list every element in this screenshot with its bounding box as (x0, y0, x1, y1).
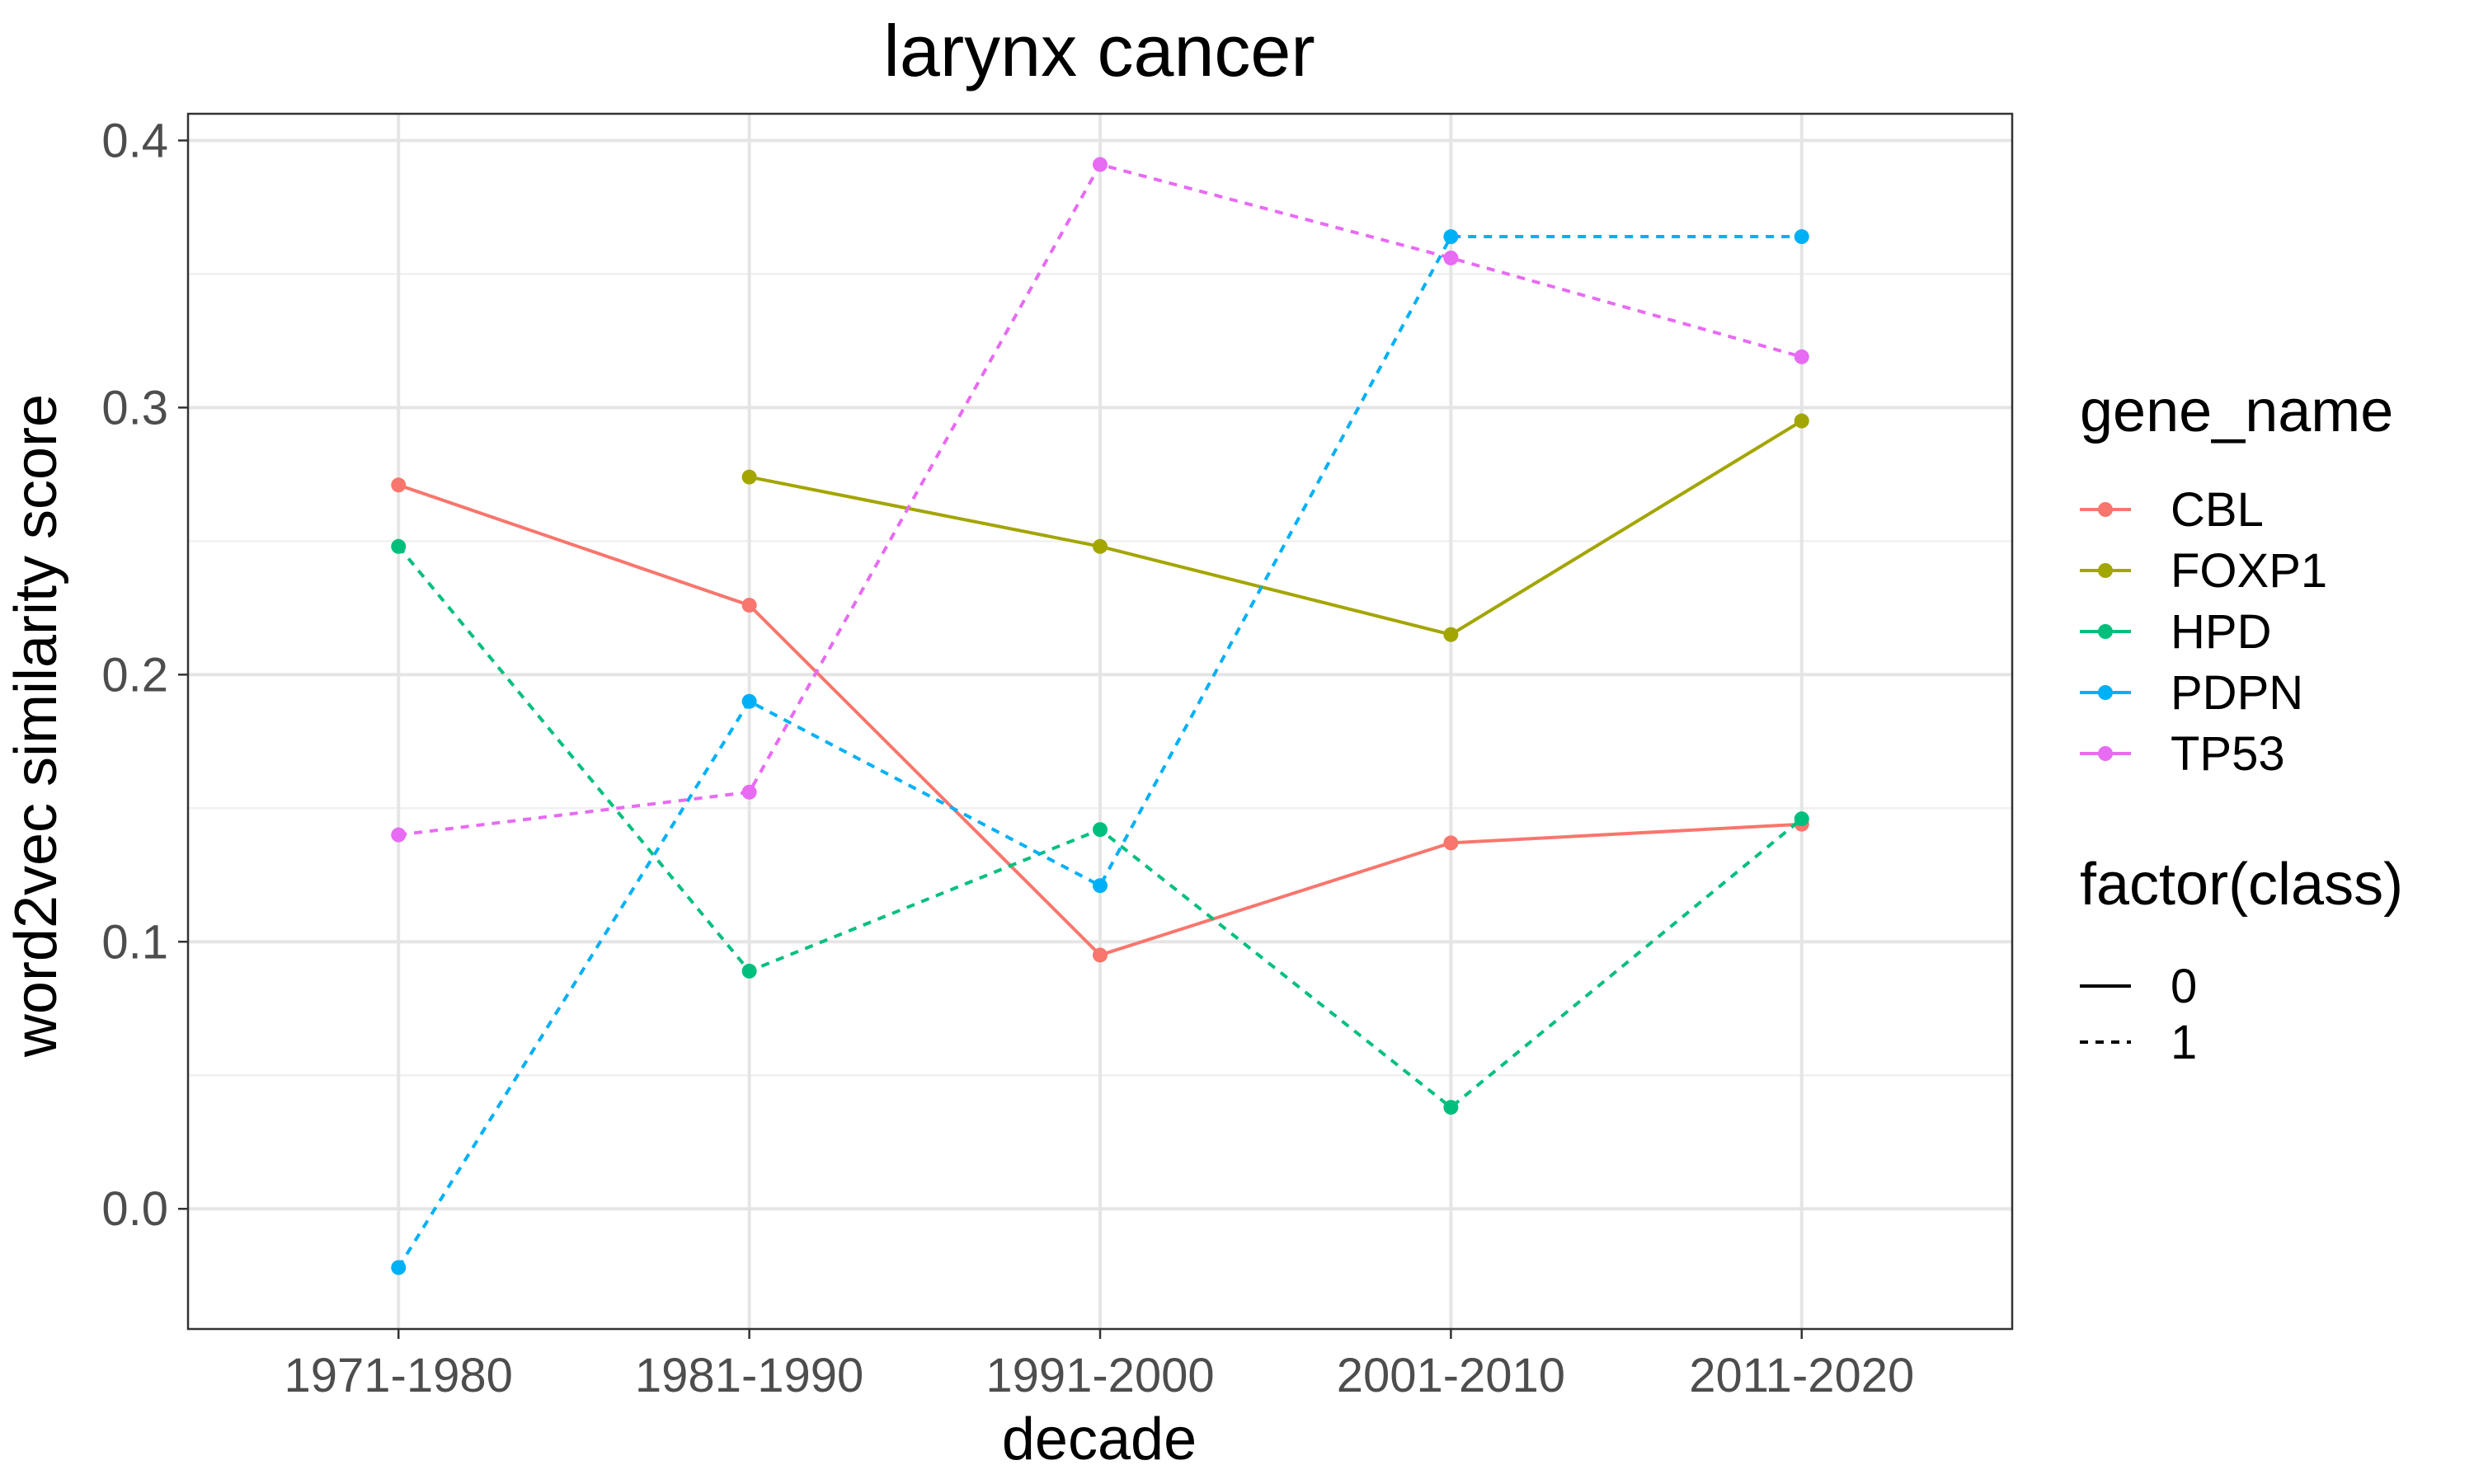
legend-item-tp53: TP53 (2080, 727, 2285, 781)
legend-item-hpd: HPD (2080, 605, 2271, 659)
y-tick-label: 0.4 (101, 114, 168, 167)
legend-label: HPD (2171, 605, 2271, 659)
legend-key-point (2098, 746, 2113, 761)
data-point-foxp1 (1794, 413, 1809, 429)
legend-key-point (2098, 563, 2113, 578)
legend-title-gene-name: gene_name (2080, 378, 2393, 444)
data-point-tp53 (1093, 157, 1108, 172)
data-point-cbl (1443, 835, 1459, 851)
legend-linetype-entries: 01 (2080, 960, 2197, 1069)
legend-label: FOXP1 (2171, 544, 2327, 598)
legend-label: 1 (2171, 1016, 2197, 1069)
data-point-pdpn (1093, 878, 1108, 894)
data-point-cbl (1093, 947, 1108, 963)
data-point-tp53 (741, 784, 757, 800)
x-tick-label: 1981-1990 (635, 1349, 863, 1402)
data-point-hpd (391, 538, 407, 554)
series-foxp1 (741, 413, 1809, 642)
legend-item-cbl: CBL (2080, 483, 2264, 537)
y-tick-label: 0.2 (101, 648, 168, 702)
legend-label: 0 (2171, 960, 2197, 1013)
x-axis-title: decade (1002, 1407, 1197, 1472)
data-point-foxp1 (741, 469, 757, 485)
data-point-tp53 (391, 827, 407, 843)
y-axis-title: word2vec similarity score (3, 394, 69, 1058)
data-point-pdpn (1443, 229, 1459, 245)
chart-title: larynx cancer (883, 10, 1315, 92)
x-tick-label: 1991-2000 (985, 1349, 1214, 1402)
grid (188, 114, 2012, 1329)
series-tp53 (391, 157, 1809, 843)
series-hpd (391, 538, 1809, 1115)
legend-item-pdpn: PDPN (2080, 666, 2303, 720)
legend-key-point (2098, 685, 2113, 700)
data-point-hpd (1443, 1100, 1459, 1115)
data-point-pdpn (391, 1260, 407, 1275)
x-tick-label: 2001-2010 (1337, 1349, 1565, 1402)
x-tick-label: 1971-1980 (285, 1349, 513, 1402)
series-layer (391, 157, 1809, 1275)
data-point-cbl (391, 477, 407, 493)
data-point-foxp1 (1443, 627, 1459, 642)
data-point-hpd (1794, 811, 1809, 827)
data-point-pdpn (1794, 229, 1809, 245)
legend-label: TP53 (2171, 727, 2285, 781)
series-pdpn (391, 229, 1809, 1275)
data-point-tp53 (1794, 349, 1809, 364)
legend: gene_name CBL FOXP1 HPD PDPN TP53 factor(cla… (2080, 378, 2403, 1069)
y-tick-label: 0.0 (101, 1182, 168, 1236)
data-point-tp53 (1443, 250, 1459, 265)
legend-key-point (2098, 502, 2113, 517)
legend-item-foxp1: FOXP1 (2080, 544, 2327, 598)
legend-color-entries: CBL FOXP1 HPD PDPN TP53 (2080, 483, 2327, 781)
legend-item-class-0: 0 (2080, 960, 2197, 1013)
legend-item-class-1: 1 (2080, 1016, 2197, 1069)
data-point-cbl (741, 598, 757, 613)
legend-key-point (2098, 624, 2113, 639)
series-line-foxp1 (749, 419, 1803, 636)
series-line-pdpn (397, 235, 1802, 1269)
data-point-hpd (741, 963, 757, 979)
data-point-foxp1 (1093, 538, 1108, 554)
axis-ticks: 0.0 0.1 0.2 0.3 0.4 1971-1980 1981-1990 1991-20… (101, 114, 1914, 1402)
data-point-hpd (1093, 822, 1108, 838)
legend-title-factor-class: factor(class) (2080, 852, 2403, 918)
legend-label: PDPN (2171, 666, 2303, 720)
y-tick-label: 0.1 (101, 915, 168, 969)
legend-label: CBL (2171, 483, 2264, 537)
data-point-pdpn (741, 693, 757, 709)
y-tick-label: 0.3 (101, 381, 168, 434)
x-tick-label: 2011-2020 (1689, 1349, 1914, 1402)
